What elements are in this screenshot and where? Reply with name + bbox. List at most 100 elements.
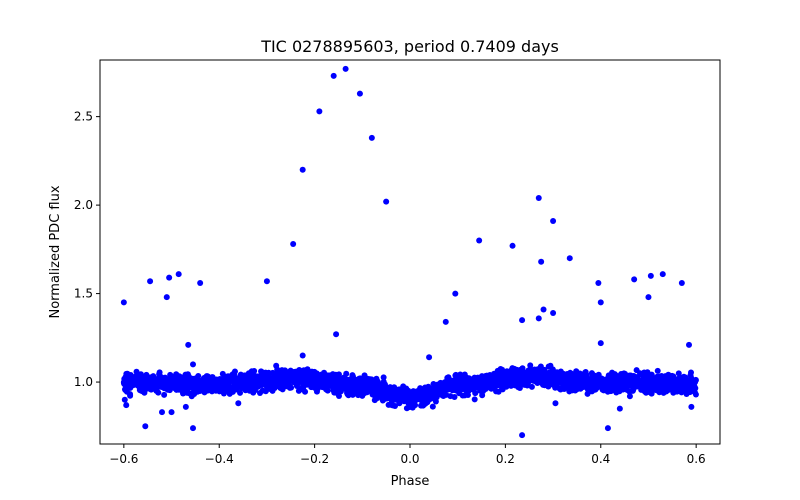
data-point [248,368,255,375]
data-point-outlier [686,341,692,348]
data-point [174,375,181,382]
data-point [235,380,242,387]
data-point [402,397,409,404]
data-point-outlier [647,272,654,279]
data-point-outlier [645,294,652,301]
data-point [524,371,531,378]
data-point [550,375,557,382]
data-point [597,384,604,391]
data-point [675,370,682,377]
data-point [641,373,647,380]
data-point [439,390,446,397]
data-point-outlier [452,290,459,297]
data-point-outlier [566,255,573,262]
data-point [204,381,211,388]
data-point-outlier [175,271,182,278]
data-point [198,379,205,386]
data-point [482,383,489,390]
data-point [330,379,337,386]
y-axis-label: Normalized PDC flux [48,185,63,318]
data-point [580,377,587,384]
data-point [403,385,410,392]
data-point-outlier [595,279,602,286]
data-point [149,379,156,386]
data-point [430,388,437,395]
data-point [528,383,535,390]
data-point [463,374,470,381]
data-point-outlier [604,425,611,432]
data-point [368,376,375,383]
data-point-outlier [159,409,165,416]
data-point [603,383,610,390]
data-point [676,381,683,388]
data-point-outlier [316,108,323,115]
data-point [133,368,140,375]
data-point [642,383,649,390]
data-point-outlier [535,315,542,322]
data-point [469,383,476,390]
data-point-outlier [263,278,270,285]
data-point [308,368,315,375]
data-point-outlier [330,72,337,79]
y-tick-label: 1.0 [74,375,93,389]
data-point [159,381,166,388]
data-point [286,378,293,385]
data-point [451,393,458,400]
data-point [475,383,482,390]
data-point [219,387,226,394]
data-point [137,376,144,383]
data-point [508,382,515,389]
data-point-outlier [299,166,306,173]
data-point-outlier [147,278,154,285]
data-point [411,400,418,407]
data-point [686,389,693,396]
y-tick-label: 2.0 [74,198,93,212]
data-point [665,371,672,378]
data-point [555,373,562,380]
data-point [371,397,378,404]
data-point [382,386,389,393]
data-point [156,369,163,376]
data-point [494,376,501,383]
data-point [399,393,406,400]
data-point-outlier [121,396,128,403]
data-point-outlier [442,318,449,325]
data-point [294,380,301,387]
data-point [174,381,181,388]
data-point-outlier [688,403,695,410]
data-point [422,384,429,391]
data-point [154,379,161,386]
data-point [531,371,538,378]
data-point [403,405,410,412]
data-point-outlier [197,279,204,286]
data-point [321,369,328,376]
data-point [654,367,661,374]
data-point [592,386,599,393]
data-point [327,372,334,379]
data-point [253,382,260,389]
data-point [686,379,693,386]
data-point [569,375,576,382]
data-point [387,392,394,399]
data-point-outlier [342,65,349,72]
data-point [280,382,287,389]
data-point [572,387,579,394]
data-point-outlier [631,276,638,283]
data-point [475,376,482,383]
data-point-outlier [163,294,170,301]
data-point [483,372,490,379]
x-tick-label: −0.6 [109,452,138,466]
data-point [670,389,677,396]
data-point [417,388,424,395]
data-point [179,388,186,395]
data-point [368,385,375,392]
data-point [131,379,138,386]
data-point-outlier [552,400,559,407]
data-point [514,370,521,377]
data-point [471,396,478,403]
data-point-outlier [476,237,483,244]
data-point [493,381,500,388]
data-point [514,376,521,383]
data-point-outlier [185,341,192,348]
